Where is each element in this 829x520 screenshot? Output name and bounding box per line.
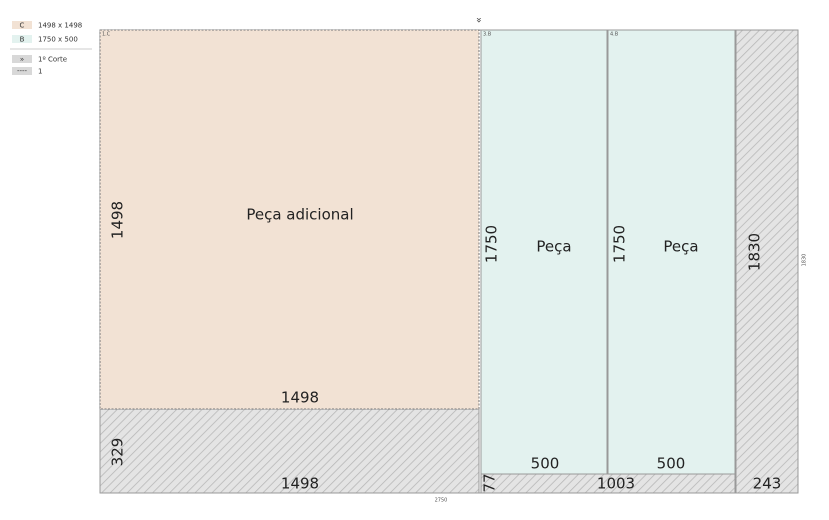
- waste-width: 243: [753, 475, 782, 493]
- piece-id: 4.B: [610, 32, 619, 38]
- sheet-width: 2750: [435, 498, 448, 504]
- waste: [99, 408, 480, 494]
- legend-text: 1: [38, 68, 42, 76]
- legend-text: 1750 x 500: [38, 36, 78, 44]
- legend-code: B: [20, 36, 25, 44]
- piece-label: Peça adicional: [246, 206, 353, 224]
- legend-text: 1º Corte: [38, 56, 67, 64]
- piece-height: 1498: [109, 201, 127, 239]
- piece-id: 3.B: [483, 32, 492, 38]
- cut-marker: »: [473, 17, 484, 23]
- piece-height: 1750: [611, 225, 629, 263]
- piece-width: 500: [531, 455, 560, 473]
- piece: [99, 29, 480, 410]
- waste-height: 77: [481, 473, 499, 492]
- legend-code: ----: [17, 67, 28, 75]
- legend-code: »: [20, 56, 24, 64]
- waste-width: 1498: [281, 475, 319, 493]
- piece-width: 500: [657, 455, 686, 473]
- waste-height: 1830: [746, 233, 764, 271]
- legend-text: 1498 x 1498: [38, 22, 82, 30]
- legend: C 1498 x 1498 B 1750 x 500 » 1º Corte --…: [10, 21, 92, 76]
- piece-id: 1.C: [102, 32, 111, 38]
- piece-label: Peça: [663, 238, 698, 256]
- piece: [480, 29, 608, 475]
- piece-width: 1498: [281, 389, 319, 407]
- piece: [607, 29, 736, 475]
- legend-code: C: [20, 22, 25, 30]
- waste-height: 329: [109, 438, 127, 467]
- piece-label: Peça: [536, 238, 571, 256]
- sheet-height: 1830: [802, 254, 808, 267]
- piece-height: 1750: [483, 225, 501, 263]
- waste-width: 1003: [597, 475, 635, 493]
- waste: [735, 29, 799, 494]
